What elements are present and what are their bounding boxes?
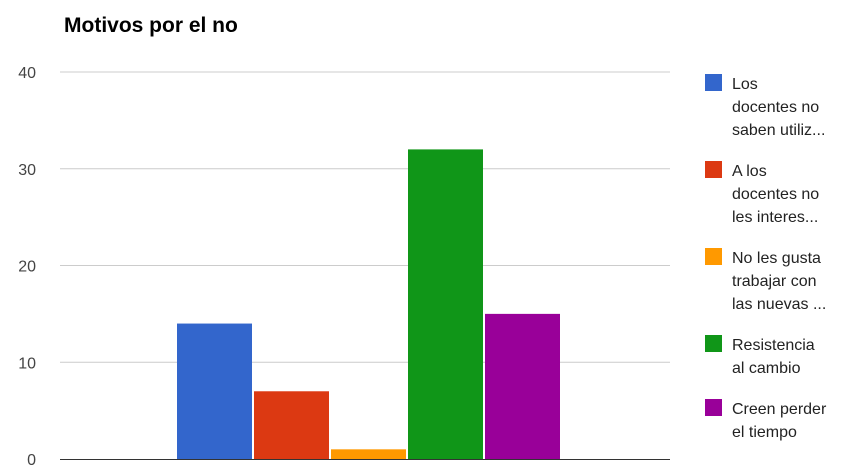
y-tick-label-2: 20 xyxy=(18,259,36,276)
legend-label-5: Creen perder el tiempo xyxy=(732,401,827,441)
legend-label-2: A los docentes no les interes... xyxy=(732,163,819,226)
legend-swatch-3 xyxy=(705,248,722,265)
legend-swatch-1 xyxy=(705,74,722,91)
y-tick-label-1: 10 xyxy=(18,355,36,372)
bar-2 xyxy=(254,391,329,459)
legend-item-4: Resistencia al cambio xyxy=(705,335,815,377)
chart-title: Motivos por el no xyxy=(64,14,238,37)
legend-item-2: A los docentes no les interes... xyxy=(705,161,819,226)
legend-label-1: Los docentes no saben utiliz... xyxy=(732,76,825,139)
gridlines xyxy=(60,71,670,363)
legend-item-1: Los docentes no saben utiliz... xyxy=(705,74,825,139)
y-tick-label-4: 40 xyxy=(18,65,36,82)
legend-item-3: No les gusta trabajar con las nuevas ... xyxy=(705,248,826,313)
legend-swatch-2 xyxy=(705,161,722,178)
bar-4 xyxy=(408,149,483,459)
y-tick-label-0: 0 xyxy=(27,452,36,466)
legend-label-4: Resistencia al cambio xyxy=(732,337,815,377)
legend-label-3: No les gusta trabajar con las nuevas ... xyxy=(732,250,826,313)
legend-item-5: Creen perder el tiempo xyxy=(705,399,827,441)
legend-swatch-5 xyxy=(705,399,722,416)
y-axis-ticks: 0 10 20 30 40 xyxy=(18,65,36,466)
bar-5 xyxy=(485,313,560,459)
bar-1 xyxy=(177,323,252,459)
bar-3 xyxy=(331,449,406,459)
y-tick-label-3: 30 xyxy=(18,162,36,179)
legend-swatch-4 xyxy=(705,335,722,352)
bars xyxy=(177,149,560,459)
legend: Los docentes no saben utiliz... A los docent… xyxy=(705,74,827,441)
